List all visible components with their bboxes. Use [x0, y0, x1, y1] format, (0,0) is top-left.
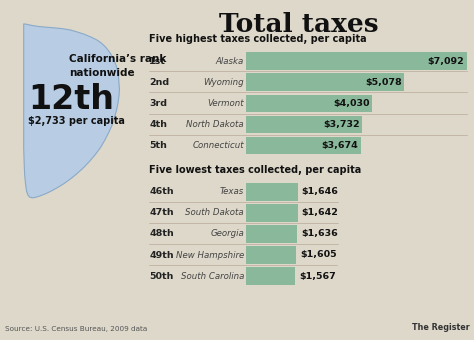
Text: $2,733 per capita: $2,733 per capita: [28, 116, 125, 125]
Text: North Dakota: North Dakota: [186, 120, 244, 129]
Text: $1,605: $1,605: [300, 251, 337, 259]
Bar: [246, 137, 361, 154]
Text: $3,732: $3,732: [323, 120, 360, 129]
Polygon shape: [24, 24, 119, 198]
Text: Texas: Texas: [220, 187, 244, 196]
Text: Georgia: Georgia: [210, 230, 244, 238]
Text: Total taxes: Total taxes: [219, 12, 378, 37]
Bar: [246, 204, 298, 222]
Text: South Dakota: South Dakota: [185, 208, 244, 217]
Text: The Register: The Register: [411, 323, 469, 332]
Bar: [246, 73, 404, 91]
Bar: [246, 183, 298, 201]
Text: South Carolina: South Carolina: [181, 272, 244, 280]
Text: Five lowest taxes collected, per capita: Five lowest taxes collected, per capita: [149, 165, 362, 175]
Text: $1,567: $1,567: [299, 272, 336, 280]
Text: 3rd: 3rd: [149, 99, 167, 108]
Bar: [246, 95, 372, 112]
Text: 46th: 46th: [149, 187, 174, 196]
Bar: [246, 52, 467, 70]
Text: $4,030: $4,030: [333, 99, 369, 108]
Text: 48th: 48th: [149, 230, 174, 238]
Text: 5th: 5th: [149, 141, 167, 150]
Text: Connecticut: Connecticut: [192, 141, 244, 150]
Text: 47th: 47th: [149, 208, 174, 217]
Text: Wyoming: Wyoming: [203, 78, 244, 87]
Text: 49th: 49th: [149, 251, 174, 259]
Bar: [246, 267, 295, 285]
Text: nationwide: nationwide: [69, 68, 134, 78]
Text: Alaska: Alaska: [216, 57, 244, 66]
Text: 2nd: 2nd: [149, 78, 169, 87]
Text: 12th: 12th: [28, 83, 114, 116]
Text: Vermont: Vermont: [208, 99, 244, 108]
Bar: [246, 116, 363, 133]
Text: 1st: 1st: [149, 57, 166, 66]
Text: 4th: 4th: [149, 120, 167, 129]
Text: $7,092: $7,092: [428, 57, 465, 66]
Text: New Hampshire: New Hampshire: [176, 251, 244, 259]
Text: $5,078: $5,078: [365, 78, 402, 87]
Bar: [246, 246, 296, 264]
Text: $1,646: $1,646: [301, 187, 338, 196]
Bar: [246, 225, 297, 243]
Text: Source: U.S. Census Bureau, 2009 data: Source: U.S. Census Bureau, 2009 data: [5, 325, 147, 332]
Text: 50th: 50th: [149, 272, 173, 280]
Text: $3,674: $3,674: [321, 141, 358, 150]
Text: $1,642: $1,642: [301, 208, 338, 217]
Text: California’s rank: California’s rank: [69, 54, 166, 64]
Text: $1,636: $1,636: [301, 230, 338, 238]
Text: Five highest taxes collected, per capita: Five highest taxes collected, per capita: [149, 34, 367, 44]
